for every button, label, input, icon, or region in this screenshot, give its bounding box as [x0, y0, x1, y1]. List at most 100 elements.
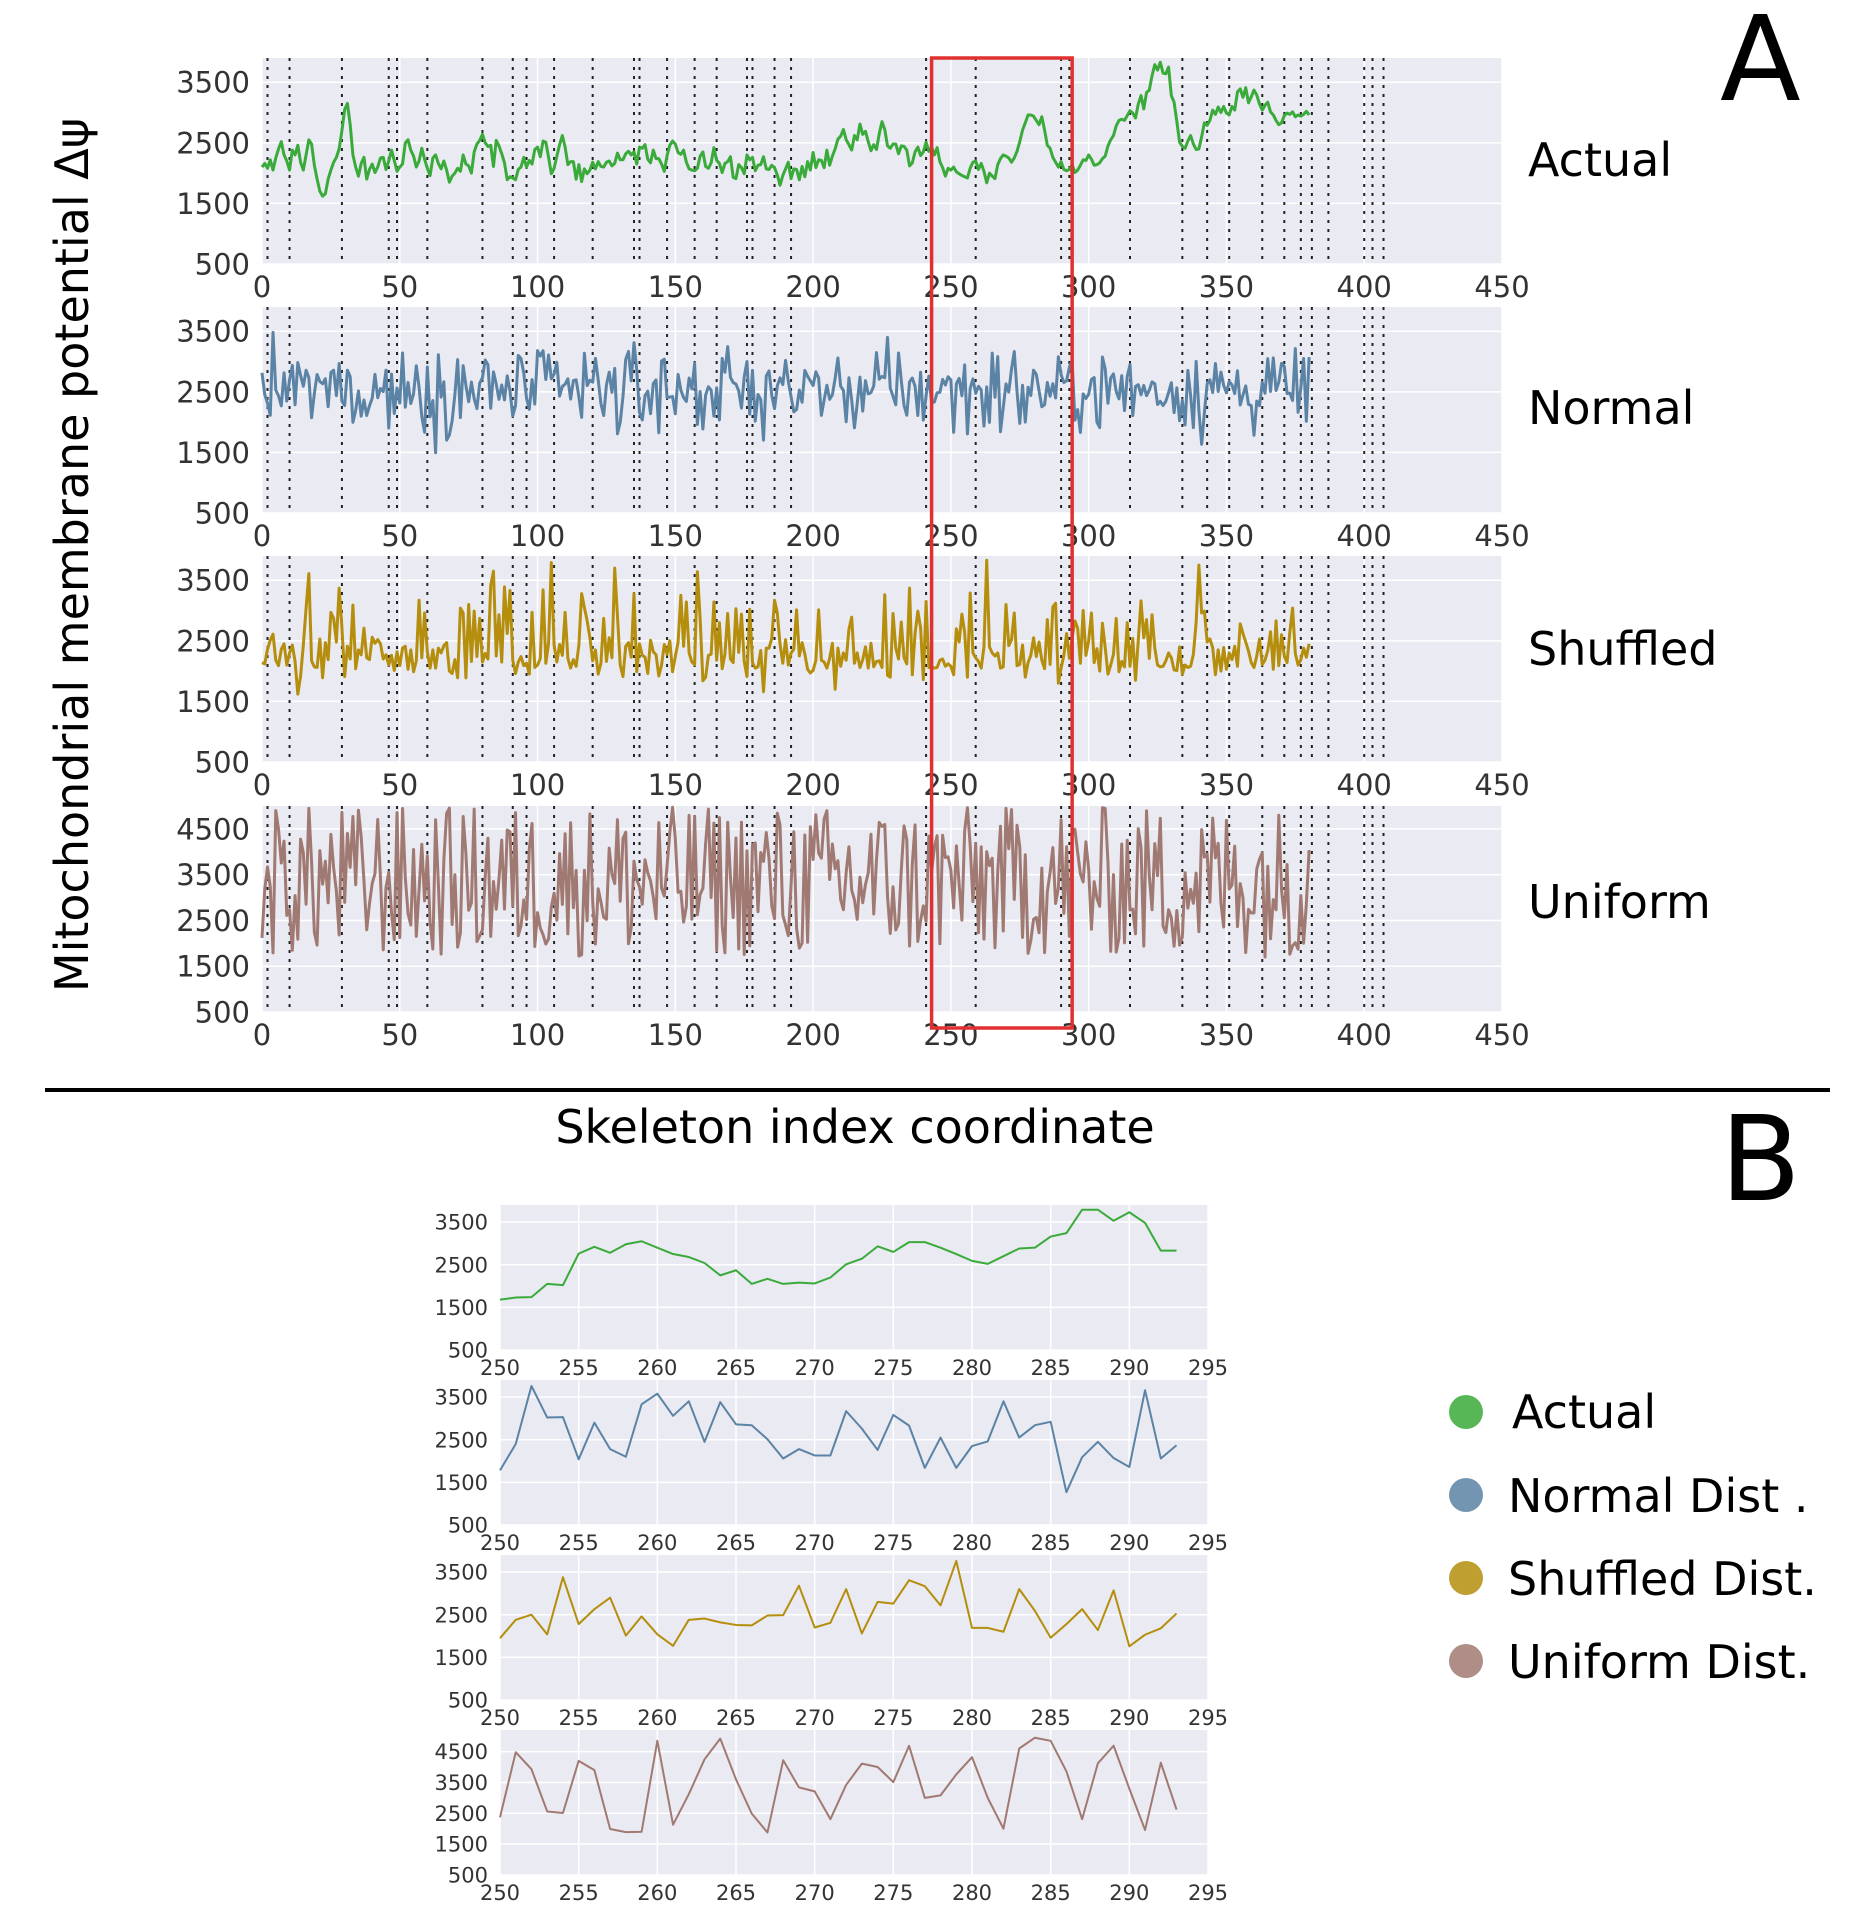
- panel-a-row-uniform-xtick-label: 200: [785, 1018, 840, 1052]
- panel-b-row-shuffled-xtick-label: 290: [1109, 1706, 1149, 1730]
- panel-b-series-shuffled: [499, 1559, 1178, 1648]
- panel-a-row-shuffled-xtick-label: 400: [1337, 768, 1392, 802]
- highlight-box: [929, 56, 1074, 1030]
- panel-a-row-shuffled-xtick-label: 0: [253, 768, 271, 802]
- panel-b-row-normal-xtick-label: 295: [1188, 1531, 1228, 1555]
- panel-b-row-actual-xtick-label: 290: [1109, 1356, 1149, 1380]
- panel-a-row-shuffled-xtick-label: 300: [1061, 768, 1116, 802]
- panel-b-row-actual-plot-area: [500, 1205, 1208, 1350]
- legend-label-actual: Actual: [1512, 1385, 1656, 1439]
- panel-a-row-actual-ytick-label: 3500: [176, 66, 250, 100]
- panel-a-row-shuffled-ytick-label: 3500: [176, 564, 250, 598]
- panel-b-row-normal-ytick-label: 2500: [435, 1428, 488, 1452]
- panel-b-row-uniform-ytick-label: 4500: [435, 1740, 488, 1764]
- panel-a-row-uniform-plot-area: [262, 806, 1502, 1012]
- panel-a-row-actual-xtick-label: 450: [1474, 270, 1529, 304]
- panel-b-row-uniform-xtick-label: 255: [559, 1881, 599, 1905]
- panel-a-row-normal-ytick-label: 3500: [176, 315, 250, 349]
- panel-a-row-normal-xtick-label: 0: [253, 519, 271, 553]
- x-axis-label: Skeleton index coordinate: [555, 1100, 1154, 1154]
- panel-a-row-uniform-ytick-label: 2500: [176, 904, 250, 938]
- panel-a-row-normal-xtick-label: 350: [1199, 519, 1254, 553]
- panel-a-row-actual-plot-area: [262, 58, 1502, 264]
- legend-marker-shuffled: [1449, 1561, 1483, 1595]
- panel-b-row-actual-ytick-label: 2500: [435, 1253, 488, 1277]
- panel-a-row-shuffled-xtick-label: 50: [381, 768, 418, 802]
- panel-a-row-actual-xtick-label: 150: [648, 270, 703, 304]
- y-axis-label: Mitochondrial membrane potential Δψ: [45, 118, 99, 992]
- panel-b-row-normal-xtick-label: 260: [637, 1531, 677, 1555]
- panel-a-row-uniform-xtick-label: 100: [510, 1018, 565, 1052]
- panel-b-row-actual-xtick-label: 280: [952, 1356, 992, 1380]
- panel-a-row-normal-xtick-label: 100: [510, 519, 565, 553]
- panel-a-row-actual-xtick-label: 400: [1337, 270, 1392, 304]
- panel-b-row-actual-ytick-label: 3500: [435, 1211, 488, 1235]
- panel-a-row-normal-xtick-label: 300: [1061, 519, 1116, 553]
- panel-b-row-actual-xtick-label: 265: [716, 1356, 756, 1380]
- panel-a-row-normal-xtick-label: 450: [1474, 519, 1529, 553]
- panel-b-row-actual-xtick-label: 270: [795, 1356, 835, 1380]
- panel-b-row-uniform-plot-area: [500, 1730, 1208, 1875]
- panel-b-row-normal-xtick-label: 270: [795, 1531, 835, 1555]
- panel-a-row-shuffled-ytick-label: 1500: [176, 685, 250, 719]
- panel-a-row-normal-ytick-label: 1500: [176, 436, 250, 470]
- panel-a-row-actual-xtick-label: 0: [253, 270, 271, 304]
- panel-b-row-normal-plot-area: [500, 1380, 1208, 1525]
- panel-b-row-uniform-ytick-label: 2500: [435, 1802, 488, 1826]
- panel-b-row-normal-xtick-label: 290: [1109, 1531, 1149, 1555]
- panel-a-row-uniform-xtick-label: 50: [381, 1018, 418, 1052]
- panel-b: 250 255 260 265 270 275 280 285 290 295 500 1500 250…: [435, 1205, 1228, 1905]
- legend-marker-actual: [1449, 1395, 1483, 1429]
- panel-b-row-uniform-xtick-label: 270: [795, 1881, 835, 1905]
- panel-b-row-uniform-xtick-label: 280: [952, 1881, 992, 1905]
- panel-b-row-actual-ytick-label: 500: [448, 1339, 488, 1363]
- panel-a-row-uniform-ytick-label: 4500: [176, 812, 250, 846]
- legend-label-uniform: Uniform Dist.: [1508, 1635, 1810, 1689]
- panel-b-row-actual-xtick-label: 250: [480, 1356, 520, 1380]
- panel-b-row-uniform-xtick-label: 285: [1031, 1881, 1071, 1905]
- panel-a-row-uniform-xtick-label: 0: [253, 1018, 271, 1052]
- panel-b-row-shuffled-xtick-label: 275: [873, 1706, 913, 1730]
- panel-a-row-actual-ytick-label: 1500: [176, 187, 250, 221]
- panel-b-series-uniform: [499, 1736, 1178, 1834]
- panel-a-row-uniform-xtick-label: 450: [1474, 1018, 1529, 1052]
- panel-b-row-shuffled-xtick-label: 250: [480, 1706, 520, 1730]
- panel-b-row-normal-ytick-label: 3500: [435, 1386, 488, 1410]
- panel-a-row-shuffled-xtick-label: 100: [510, 768, 565, 802]
- panel-a-row-actual-xtick-label: 300: [1061, 270, 1116, 304]
- panel-a-row-actual-xtick-label: 100: [510, 270, 565, 304]
- panel-a-row-shuffled-xtick-label: 450: [1474, 768, 1529, 802]
- panel-a-row-actual-xtick-label: 350: [1199, 270, 1254, 304]
- panel-b-row-shuffled-plot-area: [500, 1555, 1208, 1700]
- legend-label-shuffled: Shuffled Dist.: [1508, 1552, 1817, 1606]
- panel-b-row-actual-xtick-label: 285: [1031, 1356, 1071, 1380]
- panel-b-row-actual-ytick-label: 1500: [435, 1296, 488, 1320]
- panel-a-row-actual-xtick-label: 50: [381, 270, 418, 304]
- panel-b-row-shuffled-xtick-label: 260: [637, 1706, 677, 1730]
- panel-b-row-normal-xtick-label: 285: [1031, 1531, 1071, 1555]
- panel-b-row-uniform-xtick-label: 265: [716, 1881, 756, 1905]
- panel-a-row-normal-xtick-label: 150: [648, 519, 703, 553]
- panel-a-row-uniform-ytick-label: 500: [195, 995, 250, 1029]
- panel-a-row-actual-ytick-label: 2500: [176, 126, 250, 160]
- panel-b-row-shuffled-ytick-label: 500: [448, 1689, 488, 1713]
- panel-a-row-actual-xtick-label: 200: [785, 270, 840, 304]
- panel-a-row-uniform-xtick-label: 300: [1061, 1018, 1116, 1052]
- panel-b-row-normal-xtick-label: 275: [873, 1531, 913, 1555]
- panel-a-row-uniform-xtick-label: 150: [648, 1018, 703, 1052]
- panel-a-row-uniform-xtick-label: 400: [1337, 1018, 1392, 1052]
- panel-a-row-shuffled-xtick-label: 350: [1199, 768, 1254, 802]
- panel-b-row-actual-xtick-label: 260: [637, 1356, 677, 1380]
- panel-b-row-uniform-xtick-label: 295: [1188, 1881, 1228, 1905]
- panel-b-row-uniform-xtick-label: 290: [1109, 1881, 1149, 1905]
- row-label-shuffled: Shuffled: [1528, 622, 1717, 676]
- panel-b-row-uniform-ytick-label: 1500: [435, 1833, 488, 1857]
- panel-b-row-shuffled-xtick-label: 265: [716, 1706, 756, 1730]
- panel-b-row-actual-xtick-label: 295: [1188, 1356, 1228, 1380]
- panel-a-row-actual-ytick-label: 500: [195, 247, 250, 281]
- panel-b-row-shuffled-ytick-label: 3500: [435, 1561, 488, 1585]
- panel-a-row-shuffled-ytick-label: 2500: [176, 624, 250, 658]
- panel-a-row-normal-ytick-label: 2500: [176, 375, 250, 409]
- panel-a-series-shuffled: [261, 558, 1311, 696]
